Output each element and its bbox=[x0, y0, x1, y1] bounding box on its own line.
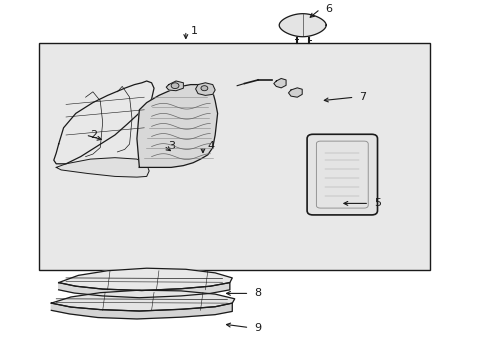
Polygon shape bbox=[279, 14, 325, 37]
Text: 5: 5 bbox=[373, 198, 380, 208]
Text: 9: 9 bbox=[254, 323, 261, 333]
Bar bbox=[39, 43, 429, 270]
Text: 6: 6 bbox=[325, 4, 331, 14]
Text: 7: 7 bbox=[359, 92, 366, 102]
Polygon shape bbox=[59, 283, 229, 298]
Polygon shape bbox=[54, 81, 154, 164]
Text: 3: 3 bbox=[168, 141, 175, 151]
Polygon shape bbox=[288, 88, 302, 97]
Polygon shape bbox=[195, 83, 215, 95]
FancyBboxPatch shape bbox=[306, 134, 377, 215]
Polygon shape bbox=[51, 290, 234, 311]
Text: 1: 1 bbox=[190, 26, 197, 36]
Polygon shape bbox=[51, 303, 232, 319]
Polygon shape bbox=[56, 158, 149, 177]
Circle shape bbox=[171, 83, 179, 89]
Text: 2: 2 bbox=[90, 130, 97, 140]
Circle shape bbox=[201, 86, 207, 91]
Text: 8: 8 bbox=[254, 288, 261, 298]
Polygon shape bbox=[137, 85, 217, 167]
Polygon shape bbox=[59, 268, 232, 291]
Text: 4: 4 bbox=[207, 141, 214, 151]
Polygon shape bbox=[273, 78, 285, 88]
Polygon shape bbox=[166, 81, 183, 91]
